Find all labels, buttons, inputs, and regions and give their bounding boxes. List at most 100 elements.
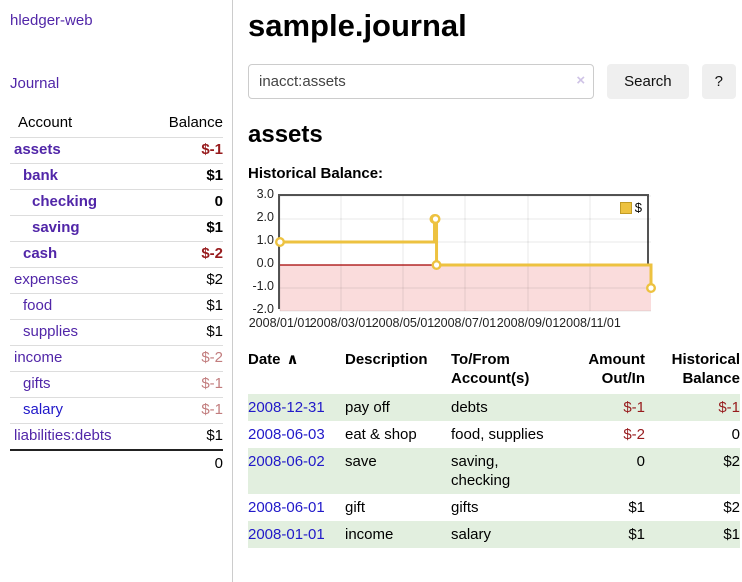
account-row: checking 0 bbox=[10, 189, 223, 216]
transaction-description: income bbox=[345, 526, 394, 543]
account-link[interactable]: cash bbox=[23, 245, 58, 262]
account-row: income $-2 bbox=[10, 345, 223, 372]
y-axis-tick-label: -1.0 bbox=[252, 279, 274, 293]
transaction-balance: 0 bbox=[731, 426, 740, 443]
account-row: expenses $2 bbox=[10, 267, 223, 294]
account-link[interactable]: saving bbox=[32, 219, 80, 236]
account-balance: $-1 bbox=[148, 371, 223, 398]
account-heading: assets bbox=[248, 121, 323, 148]
balance-column-header: Balance bbox=[148, 111, 223, 138]
chart-plot-area: $ bbox=[275, 194, 657, 312]
transaction-row: 2008-12-31 pay off debts $-1 $-1 bbox=[248, 394, 740, 421]
transaction-accounts: debts bbox=[451, 399, 488, 416]
transaction-date-link[interactable]: 2008-06-03 bbox=[248, 426, 325, 443]
transaction-accounts: saving, checking bbox=[451, 453, 511, 489]
account-link[interactable]: income bbox=[14, 349, 63, 366]
transaction-balance: $2 bbox=[723, 499, 740, 516]
accounts-table: Account Balance assets $-1 bank $1 checking 0… bbox=[10, 111, 223, 477]
account-balance: $1 bbox=[206, 427, 223, 444]
account-balance: $1 bbox=[148, 163, 223, 190]
transaction-accounts: gifts bbox=[451, 499, 479, 516]
account-link[interactable]: checking bbox=[32, 193, 98, 210]
account-row: gifts $-1 bbox=[10, 371, 223, 398]
transaction-balance: $1 bbox=[723, 526, 740, 543]
transaction-accounts: food, supplies bbox=[451, 426, 544, 443]
register-table: Date ∧ Description To/From Account(s) Amount… bbox=[248, 350, 740, 548]
search-input[interactable] bbox=[248, 64, 595, 99]
account-link[interactable]: liabilities:debts bbox=[14, 427, 112, 444]
transaction-date-link[interactable]: 2008-06-01 bbox=[248, 499, 325, 516]
transaction-amount: $1 bbox=[628, 526, 645, 543]
transaction-row: 2008-06-01 gift gifts $1 $2 bbox=[248, 494, 740, 521]
x-axis-tick-label: 2008/01/01 bbox=[248, 316, 312, 330]
account-balance: $1 bbox=[148, 293, 223, 320]
account-link[interactable]: food bbox=[23, 297, 53, 314]
register-header-date[interactable]: Date ∧ bbox=[248, 351, 299, 368]
transaction-row: 2008-01-01 income salary $1 $1 bbox=[248, 521, 740, 548]
data-point-marker bbox=[431, 259, 442, 270]
account-balance: $2 bbox=[148, 267, 223, 294]
transaction-date-link[interactable]: 2008-01-01 bbox=[248, 526, 325, 543]
account-row: food $1 bbox=[10, 293, 223, 320]
account-balance: 0 bbox=[148, 189, 223, 216]
page-title: sample.journal bbox=[248, 8, 467, 43]
account-link[interactable]: supplies bbox=[23, 323, 79, 340]
transaction-accounts: salary bbox=[451, 526, 492, 543]
account-link[interactable]: bank bbox=[23, 167, 59, 184]
transaction-balance: $2 bbox=[723, 453, 740, 470]
account-balance: $1 bbox=[148, 215, 223, 242]
x-axis-tick-label: 2008/03/01 bbox=[309, 316, 373, 330]
account-balance: $1 bbox=[148, 319, 223, 346]
data-point-marker bbox=[646, 282, 657, 293]
transaction-balance: $-1 bbox=[718, 399, 740, 416]
x-axis-tick-label: 2008/11/01 bbox=[559, 316, 621, 330]
chart-title: Historical Balance: bbox=[248, 165, 384, 182]
y-axis-tick-label: 2.0 bbox=[256, 210, 274, 224]
brand-link[interactable]: hledger-web bbox=[10, 12, 93, 29]
y-axis-tick-label: -2.0 bbox=[252, 302, 274, 316]
main-content: sample.journal × Search ? assets Histori… bbox=[248, 0, 742, 548]
x-axis-tick-label: 2008/05/01 bbox=[371, 316, 435, 330]
x-axis-tick-label: 2008/09/01 bbox=[496, 316, 560, 330]
account-link[interactable]: assets bbox=[14, 141, 61, 158]
sort-asc-icon: ∧ bbox=[286, 351, 299, 368]
clear-search-icon[interactable]: × bbox=[576, 72, 586, 89]
account-link[interactable]: salary bbox=[23, 401, 64, 418]
total-row: 0 bbox=[10, 449, 223, 477]
y-axis-tick-label: 1.0 bbox=[256, 233, 274, 247]
account-row: assets $-1 bbox=[10, 137, 223, 164]
data-point-marker bbox=[275, 237, 285, 248]
account-balance: $-1 bbox=[148, 137, 223, 164]
historical-balance-chart: $ 3.0 2.0 1.0 0.0 -1.0 -2.0 2008/01/01 2008/03/… bbox=[248, 187, 668, 338]
account-link[interactable]: gifts bbox=[23, 375, 51, 392]
account-link[interactable]: expenses bbox=[14, 271, 79, 288]
account-balance: $-2 bbox=[148, 345, 223, 372]
nav-journal-link[interactable]: Journal bbox=[10, 75, 60, 92]
sidebar: hledger-web Journal Account Balance asse… bbox=[0, 0, 233, 582]
total-balance: 0 bbox=[148, 449, 223, 477]
legend-label: $ bbox=[634, 200, 642, 215]
transaction-row: 2008-06-02 save saving, checking 0 $2 bbox=[248, 448, 740, 494]
account-balance: $-2 bbox=[148, 241, 223, 268]
search-box: × bbox=[248, 64, 595, 99]
register-header-historical-balance: Historical Balance bbox=[671, 351, 740, 387]
transaction-amount: $-2 bbox=[623, 426, 645, 443]
transaction-description: save bbox=[345, 453, 377, 470]
transaction-description: eat & shop bbox=[345, 426, 417, 443]
y-axis-tick-label: 0.0 bbox=[256, 256, 274, 270]
transaction-date-link[interactable]: 2008-12-31 bbox=[248, 399, 325, 416]
chart-legend: $ bbox=[619, 200, 642, 215]
register-header-to-from-account-s-: To/From Account(s) bbox=[451, 351, 530, 387]
legend-swatch-icon bbox=[619, 201, 632, 214]
register-header-description: Description bbox=[345, 351, 428, 368]
account-row: supplies $1 bbox=[10, 319, 223, 346]
transaction-amount: 0 bbox=[636, 453, 645, 470]
transaction-date-link[interactable]: 2008-06-02 bbox=[248, 453, 325, 470]
account-balance: $-1 bbox=[148, 397, 223, 424]
transaction-amount: $1 bbox=[628, 499, 645, 516]
account-row: bank $1 bbox=[10, 163, 223, 190]
help-button[interactable]: ? bbox=[701, 64, 736, 99]
account-row: saving $1 bbox=[10, 215, 223, 242]
register-header-amount-out-in: Amount Out/In bbox=[588, 351, 645, 387]
search-button[interactable]: Search bbox=[607, 64, 689, 99]
